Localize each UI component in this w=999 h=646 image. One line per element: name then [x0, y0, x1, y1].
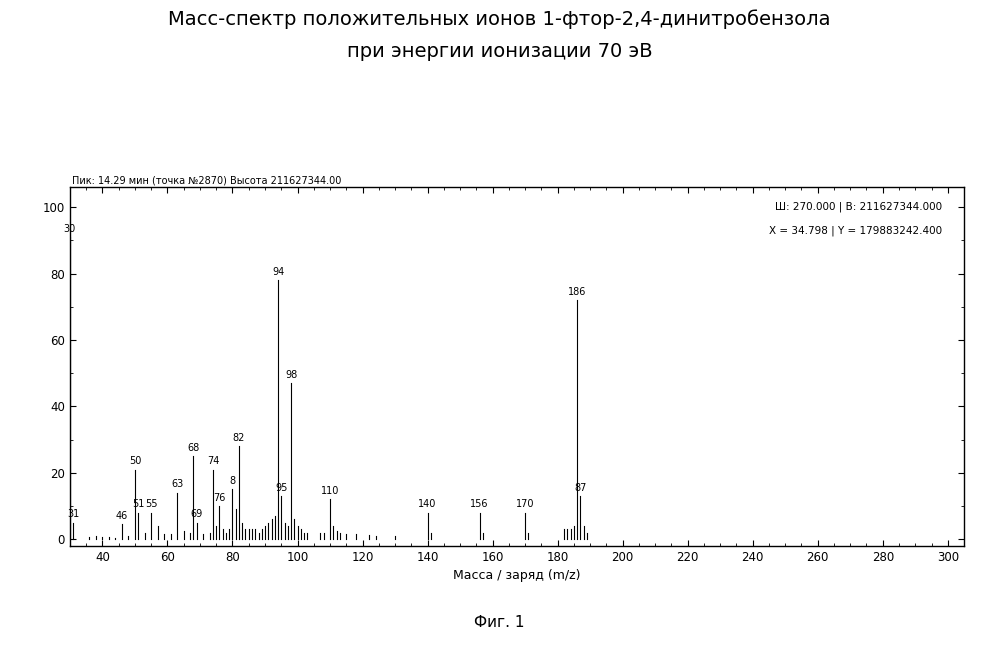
- Text: 156: 156: [471, 499, 489, 509]
- Text: 51: 51: [132, 499, 145, 509]
- Text: Масс-спектр положительных ионов 1-фтор-2,4-динитробензола: Масс-спектр положительных ионов 1-фтор-2…: [168, 10, 831, 29]
- Text: 140: 140: [419, 499, 437, 509]
- Text: Фиг. 1: Фиг. 1: [475, 615, 524, 630]
- Text: Ш: 270.000 | В: 211627344.000

X = 34.798 | Y = 179883242.400: Ш: 270.000 | В: 211627344.000 X = 34.798…: [768, 202, 942, 236]
- Text: 170: 170: [515, 499, 534, 509]
- Text: 76: 76: [214, 493, 226, 503]
- Text: Пик: 14.29 мин (точка №2870) Высота 211627344.00: Пик: 14.29 мин (точка №2870) Высота 2116…: [72, 176, 342, 185]
- Text: 87: 87: [574, 483, 586, 493]
- Text: 63: 63: [171, 479, 184, 490]
- Text: 110: 110: [321, 486, 340, 496]
- Text: 94: 94: [272, 267, 284, 277]
- Text: 8: 8: [230, 476, 236, 486]
- X-axis label: Масса / заряд (m/z): Масса / заряд (m/z): [454, 569, 580, 582]
- Text: 95: 95: [275, 483, 288, 493]
- Text: 55: 55: [145, 499, 158, 509]
- Text: 46: 46: [116, 511, 128, 521]
- Text: 50: 50: [129, 456, 141, 466]
- Text: 74: 74: [207, 456, 219, 466]
- Text: 82: 82: [233, 433, 245, 443]
- Text: 30: 30: [64, 224, 76, 234]
- Text: 31: 31: [67, 509, 79, 519]
- Text: 68: 68: [188, 443, 200, 453]
- Text: при энергии ионизации 70 эВ: при энергии ионизации 70 эВ: [347, 42, 652, 61]
- Text: 69: 69: [191, 509, 203, 519]
- Text: 186: 186: [568, 287, 586, 297]
- Text: 98: 98: [285, 370, 297, 380]
